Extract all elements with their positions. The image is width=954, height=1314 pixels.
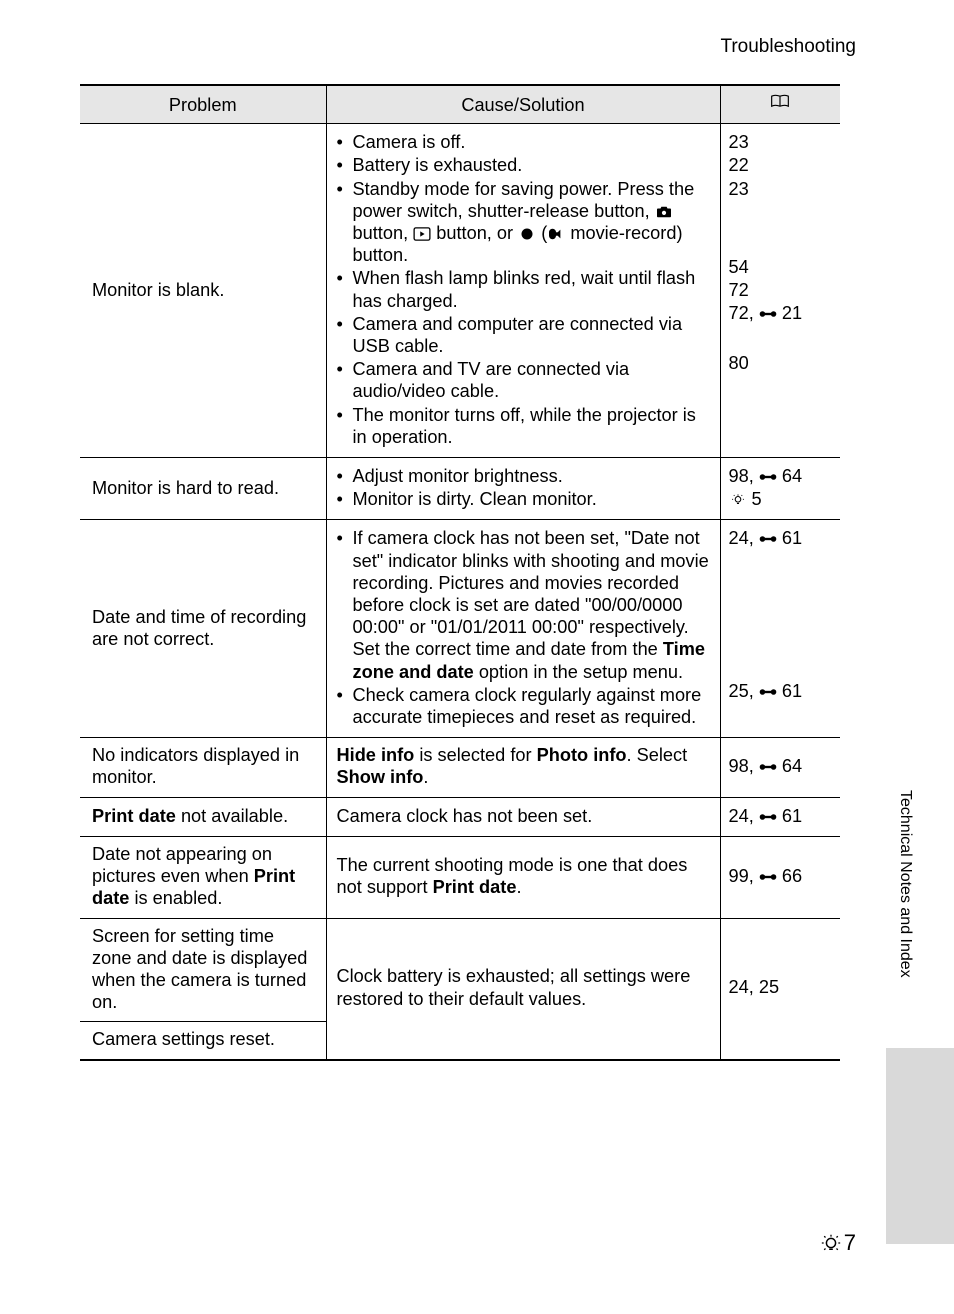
ref-item: 72 xyxy=(729,279,831,301)
cause-item: Battery is exhausted. xyxy=(327,154,710,176)
ref-item: 23 xyxy=(729,178,831,200)
ref-item: 24, 25 xyxy=(729,976,831,998)
cause-item: Adjust monitor brightness. xyxy=(327,465,710,487)
ref-item: 25, 61 xyxy=(729,680,831,702)
ref-item: 24, 61 xyxy=(729,805,831,827)
cause-item: The monitor turns off, while the project… xyxy=(327,404,710,448)
ref-cell: 98, 64 5 xyxy=(720,458,840,520)
ref-item: 98, 64 xyxy=(729,755,831,777)
cause-item: Standby mode for saving power. Press the… xyxy=(327,178,710,267)
ref-cell: 24, 25 xyxy=(720,918,840,1060)
cause-cell: If camera clock has not been set, "Date … xyxy=(326,520,720,738)
problem-cell: Monitor is hard to read. xyxy=(80,458,326,520)
troubleshooting-table-container: Problem Cause/Solution Monitor is blank.… xyxy=(80,84,840,1061)
cause-cell: Adjust monitor brightness.Monitor is dir… xyxy=(326,458,720,520)
header-ref xyxy=(720,85,840,124)
cause-cell: The current shooting mode is one that do… xyxy=(326,836,720,918)
problem-cell: Monitor is blank. xyxy=(80,124,326,458)
problem-cell: Print date not available. xyxy=(80,797,326,836)
bulb-icon xyxy=(820,1232,842,1254)
ref-item: 98, 64 xyxy=(729,465,831,487)
cause-item: Camera and computer are connected via US… xyxy=(327,313,710,357)
ref-cell: 232223 547272, 21 80 xyxy=(720,124,840,458)
cause-item: If camera clock has not been set, "Date … xyxy=(327,527,710,682)
page-title: Troubleshooting xyxy=(720,36,856,58)
ref-cell: 24, 61 25, 61 xyxy=(720,520,840,738)
ref-item: 22 xyxy=(729,154,831,176)
side-tab xyxy=(886,1048,954,1244)
ref-item: 5 xyxy=(729,488,831,510)
cause-cell: Hide info is selected for Photo info. Se… xyxy=(326,738,720,797)
ref-item: 99, 66 xyxy=(729,865,831,887)
page-number-text: 7 xyxy=(844,1230,856,1256)
problem-cell: Date not appearing on pictures even when… xyxy=(80,836,326,918)
ref-item: 23 xyxy=(729,131,831,153)
ref-item: 72, 21 xyxy=(729,302,831,324)
ref-item: 24, 61 xyxy=(729,527,831,549)
page-number: 7 xyxy=(820,1230,856,1256)
ref-item: 54 xyxy=(729,256,831,278)
cause-cell: Camera is off.Battery is exhausted.Stand… xyxy=(326,124,720,458)
cause-item: Check camera clock regularly against mor… xyxy=(327,684,710,728)
problem-cell: No indicators displayed in monitor. xyxy=(80,738,326,797)
cause-cell: Camera clock has not been set. xyxy=(326,797,720,836)
cause-item: Camera is off. xyxy=(327,131,710,153)
ref-cell: 99, 66 xyxy=(720,836,840,918)
header-cause: Cause/Solution xyxy=(326,85,720,124)
troubleshooting-table: Problem Cause/Solution Monitor is blank.… xyxy=(80,84,840,1061)
header-problem: Problem xyxy=(80,85,326,124)
cause-item: When flash lamp blinks red, wait until f… xyxy=(327,267,710,311)
ref-cell: 24, 61 xyxy=(720,797,840,836)
cause-item: Monitor is dirty. Clean monitor. xyxy=(327,488,710,510)
cause-item: Camera and TV are connected via audio/vi… xyxy=(327,358,710,402)
problem-cell: Camera settings reset. xyxy=(80,1022,326,1060)
ref-cell: 98, 64 xyxy=(720,738,840,797)
book-icon xyxy=(770,93,790,111)
cause-cell: Clock battery is exhausted; all settings… xyxy=(326,918,720,1060)
problem-cell: Date and time of recording are not corre… xyxy=(80,520,326,738)
side-section-label: Technical Notes and Index xyxy=(896,790,914,978)
problem-cell: Screen for setting time zone and date is… xyxy=(80,918,326,1022)
ref-item: 80 xyxy=(729,352,831,374)
